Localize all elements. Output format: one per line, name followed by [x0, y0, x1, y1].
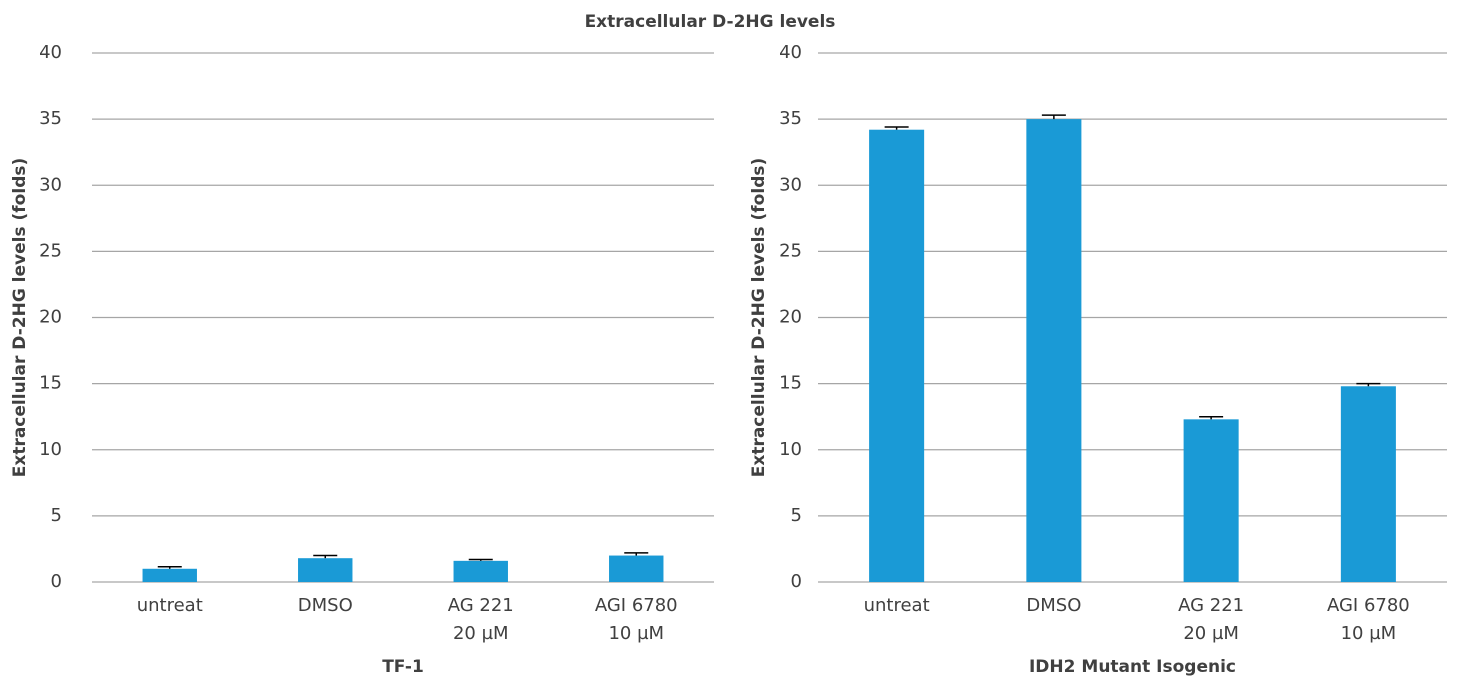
error-bar [157, 566, 182, 569]
x-tick-label: untreat [864, 595, 930, 616]
bar [869, 129, 925, 582]
y-axis-title: Extracellular D-2HG levels (folds) [749, 158, 769, 478]
bar [453, 560, 508, 582]
error-bar [624, 552, 649, 556]
y-tick-label: 40 [39, 42, 62, 63]
bar [298, 558, 353, 582]
chart-title: Extracellular D-2HG levels [585, 12, 836, 32]
x-tick-label: AGI 6780 [1327, 595, 1410, 616]
x-tick-label: untreat [137, 595, 203, 616]
x-tick-label: AG 221 [448, 595, 514, 616]
y-tick-label: 25 [779, 240, 802, 261]
y-tick-label: 30 [779, 174, 802, 195]
y-tick-label: 0 [51, 571, 62, 592]
bar [1183, 419, 1239, 582]
y-tick-label: 10 [779, 439, 802, 460]
y-tick-label: 15 [39, 373, 62, 394]
x-tick-label: DMSO [298, 595, 353, 616]
error-bar [1356, 382, 1381, 387]
x-tick-label: 20 µM [453, 623, 509, 644]
x-tick-label: 20 µM [1183, 623, 1239, 644]
error-bar [1041, 114, 1066, 120]
y-tick-label: 20 [779, 307, 802, 328]
x-tick-label: AG 221 [1178, 595, 1244, 616]
y-tick-label: 5 [51, 505, 62, 526]
y-axis-title: Extracellular D-2HG levels (folds) [10, 158, 30, 478]
x-tick-label: AGI 6780 [595, 595, 678, 616]
bar [142, 568, 197, 582]
bar [1026, 119, 1082, 582]
y-tick-label: 0 [791, 571, 802, 592]
bar [609, 555, 664, 582]
error-bar [1199, 415, 1224, 420]
bar [1340, 386, 1396, 582]
x-tick-label: 10 µM [1341, 623, 1397, 644]
y-tick-label: 35 [779, 108, 802, 129]
y-tick-label: 15 [779, 373, 802, 394]
x-axis-title: IDH2 Mutant Isogenic [1029, 657, 1236, 677]
x-tick-label: 10 µM [608, 623, 664, 644]
y-tick-label: 10 [39, 439, 62, 460]
x-tick-label: DMSO [1026, 595, 1081, 616]
error-bar [313, 554, 338, 559]
y-tick-label: 25 [39, 240, 62, 261]
y-tick-label: 20 [39, 307, 62, 328]
y-tick-label: 35 [39, 108, 62, 129]
x-axis-title: TF-1 [382, 657, 424, 677]
y-tick-label: 40 [779, 42, 802, 63]
y-tick-label: 30 [39, 174, 62, 195]
error-bar [884, 126, 909, 130]
error-bar [468, 558, 493, 561]
y-tick-label: 5 [791, 505, 802, 526]
